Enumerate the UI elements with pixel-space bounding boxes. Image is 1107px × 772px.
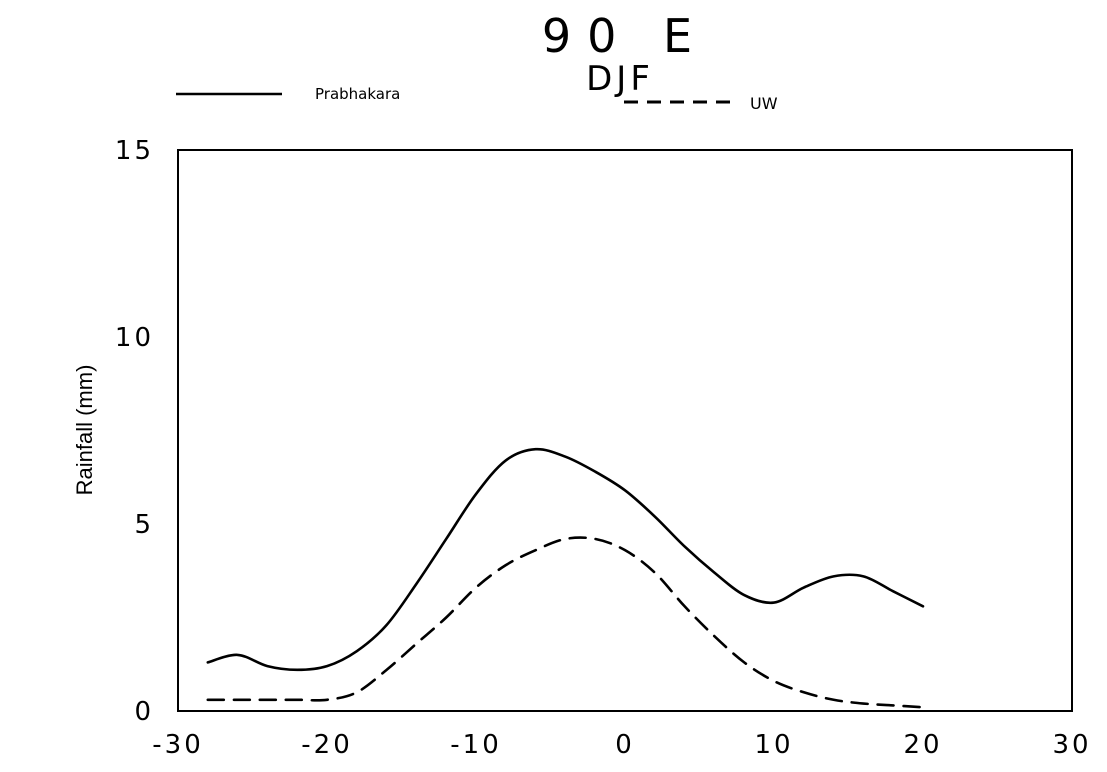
series-layer (206, 447, 925, 709)
y-axis-label: Rainfall (mm) (72, 365, 97, 496)
x-tick-label: 0 (615, 730, 635, 760)
y-tick-label: 10 (115, 323, 154, 353)
plot-frame (177, 149, 1073, 712)
y-tick-label: 5 (134, 510, 154, 540)
axis-ticks: -30 -20 -10 0 10 20 30 0 5 10 15 (115, 136, 1091, 760)
x-tick-label: 10 (754, 730, 793, 760)
chart-subtitle: DJF (586, 59, 654, 99)
x-tick-label: 20 (903, 730, 942, 760)
legend-label-prabhakara: Prabhakara (315, 85, 400, 103)
series-line-uw (206, 536, 925, 709)
x-tick-label: 30 (1052, 730, 1091, 760)
y-tick-label: 0 (134, 697, 154, 727)
chart-title: 90 E (542, 9, 708, 63)
x-tick-label: -30 (152, 730, 203, 760)
series-line-prabhakara (206, 447, 925, 672)
legend-label-uw: UW (750, 94, 778, 113)
x-tick-label: -10 (450, 730, 501, 760)
legend: Prabhakara UW (176, 85, 778, 113)
x-tick-label: -20 (301, 730, 352, 760)
y-tick-label: 15 (115, 136, 154, 166)
